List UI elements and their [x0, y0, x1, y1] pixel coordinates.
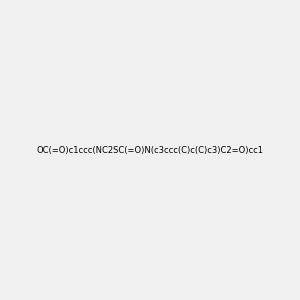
Text: OC(=O)c1ccc(NC2SC(=O)N(c3ccc(C)c(C)c3)C2=O)cc1: OC(=O)c1ccc(NC2SC(=O)N(c3ccc(C)c(C)c3)C2… — [37, 146, 263, 154]
